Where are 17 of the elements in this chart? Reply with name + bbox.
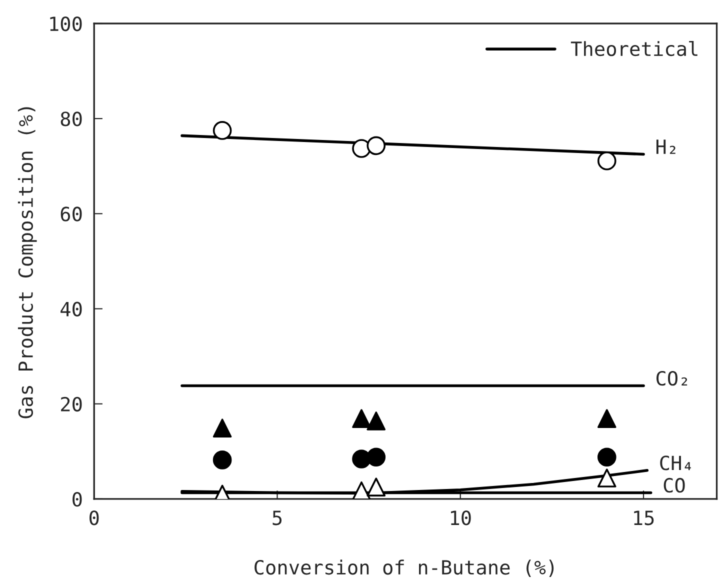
annotation: H₂ [656, 140, 676, 154]
x-tick-label: 0 [90, 510, 99, 526]
annotation: CO [664, 478, 685, 493]
y-tick-label: 60 [60, 206, 82, 222]
y-tick-label: 100 [50, 16, 82, 32]
x-tick-label: 5 [272, 510, 282, 526]
legend-label: Theoretical [570, 40, 698, 56]
annotation: CH₄ [660, 456, 691, 470]
x-tick-label: 15 [634, 510, 654, 526]
x-tick-label: 10 [451, 510, 471, 526]
y-tick-label: 20 [61, 396, 82, 412]
y-tick-label: 80 [60, 112, 82, 126]
x-axis-title: Conversion of n-Butane (%) [254, 560, 554, 577]
y-axis-title: Gas Product Composition (%) [18, 107, 37, 418]
y-tick-label: 40 [60, 302, 82, 316]
annotation: CO₂ [656, 370, 688, 386]
y-tick-label: 0 [72, 492, 82, 507]
